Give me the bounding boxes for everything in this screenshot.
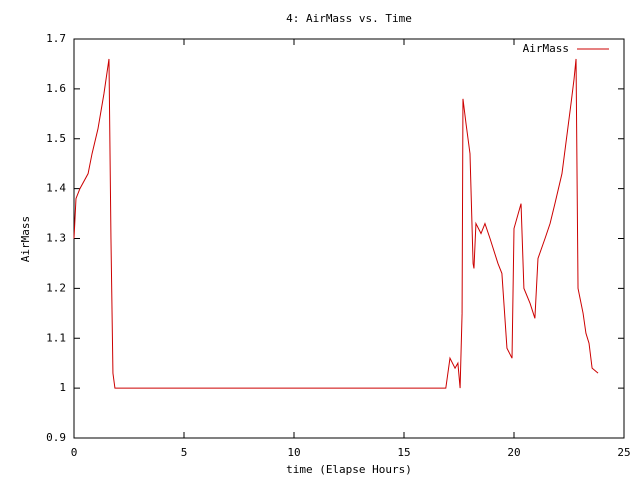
y-tick-label: 1.6 xyxy=(46,82,66,95)
y-tick-label: 1.1 xyxy=(46,331,66,344)
y-tick-label: 0.9 xyxy=(46,431,66,444)
x-tick-label: 20 xyxy=(507,446,520,459)
x-axis-label: time (Elapse Hours) xyxy=(286,463,412,476)
y-tick-label: 1.5 xyxy=(46,132,66,145)
x-tick-label: 5 xyxy=(181,446,188,459)
x-tick-label: 15 xyxy=(397,446,410,459)
data-line xyxy=(73,58,599,389)
x-tick-label: 10 xyxy=(287,446,300,459)
y-axis-label: AirMass xyxy=(19,216,32,262)
x-tick-label: 0 xyxy=(71,446,78,459)
y-tick-label: 1 xyxy=(59,381,66,394)
y-tick-label: 1.3 xyxy=(46,232,66,245)
y-tick-label: 1.4 xyxy=(46,182,66,195)
legend-label: AirMass xyxy=(523,42,569,55)
x-tick-label: 25 xyxy=(617,446,630,459)
chart-title: 4: AirMass vs. Time xyxy=(286,12,412,25)
y-tick-label: 1.2 xyxy=(46,281,66,294)
y-tick-label: 1.7 xyxy=(46,32,66,45)
